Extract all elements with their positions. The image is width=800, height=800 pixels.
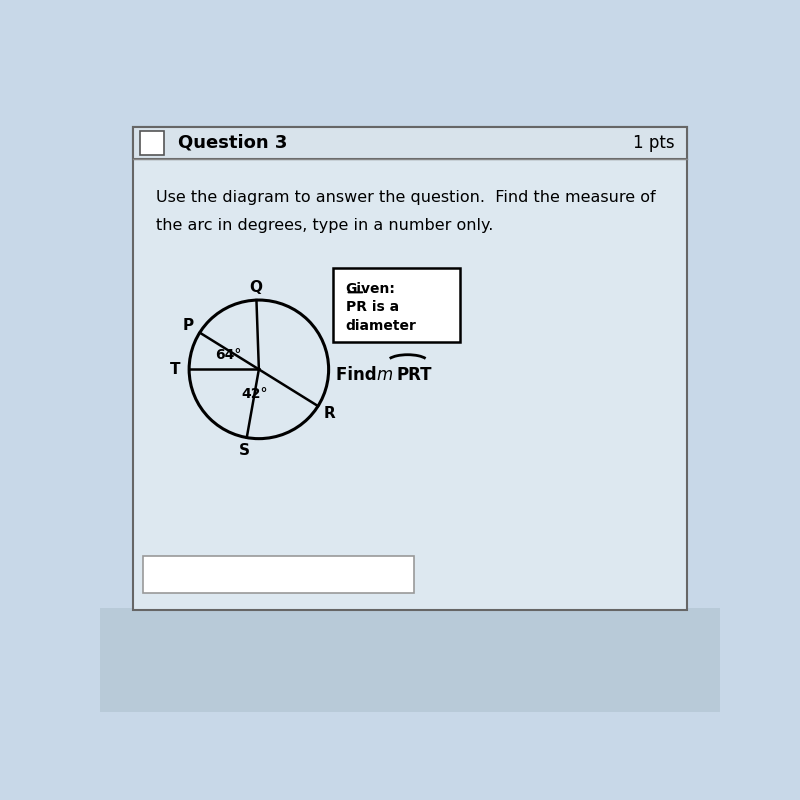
Text: 42°: 42°	[242, 387, 268, 401]
Text: m: m	[377, 366, 393, 384]
Text: PR is a: PR is a	[346, 300, 398, 314]
FancyBboxPatch shape	[142, 556, 414, 593]
Text: Q: Q	[250, 279, 262, 294]
FancyBboxPatch shape	[133, 127, 687, 159]
FancyBboxPatch shape	[100, 608, 720, 712]
Text: S: S	[239, 443, 250, 458]
FancyBboxPatch shape	[140, 131, 163, 154]
Text: Find: Find	[336, 366, 382, 384]
Text: Given:: Given:	[346, 282, 395, 295]
Text: P: P	[183, 318, 194, 333]
FancyBboxPatch shape	[334, 268, 459, 342]
Text: T: T	[170, 362, 181, 377]
Text: the arc in degrees, type in a number only.: the arc in degrees, type in a number onl…	[156, 218, 493, 233]
Text: 1 pts: 1 pts	[634, 134, 675, 152]
Text: R: R	[323, 406, 335, 421]
Text: Use the diagram to answer the question.  Find the measure of: Use the diagram to answer the question. …	[156, 190, 655, 205]
FancyBboxPatch shape	[133, 126, 687, 610]
Text: 64°: 64°	[214, 349, 241, 362]
Text: PRT: PRT	[397, 366, 432, 384]
Text: diameter: diameter	[346, 318, 417, 333]
Text: Question 3: Question 3	[178, 134, 287, 152]
